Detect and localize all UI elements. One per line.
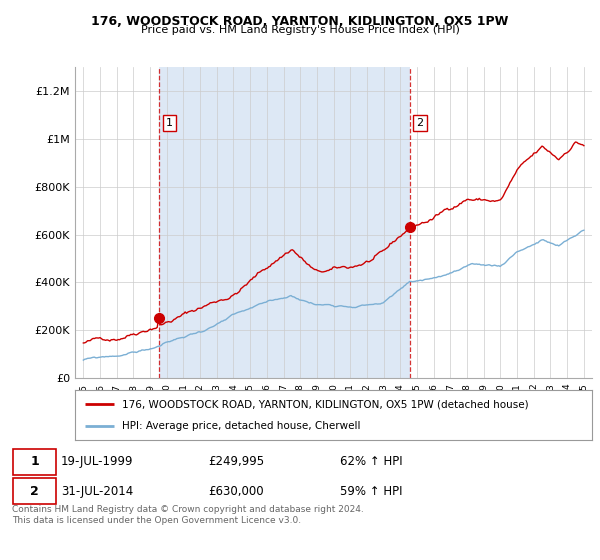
Text: £249,995: £249,995 bbox=[208, 455, 264, 468]
Text: 31-JUL-2014: 31-JUL-2014 bbox=[61, 484, 133, 498]
Text: 19-JUL-1999: 19-JUL-1999 bbox=[61, 455, 133, 468]
Text: 2: 2 bbox=[416, 118, 424, 128]
Text: HPI: Average price, detached house, Cherwell: HPI: Average price, detached house, Cher… bbox=[122, 421, 360, 431]
FancyBboxPatch shape bbox=[13, 449, 56, 475]
Bar bbox=[159, 67, 410, 378]
Text: 1: 1 bbox=[31, 455, 39, 468]
FancyBboxPatch shape bbox=[13, 478, 56, 504]
Text: Price paid vs. HM Land Registry's House Price Index (HPI): Price paid vs. HM Land Registry's House … bbox=[140, 25, 460, 35]
Text: Contains HM Land Registry data © Crown copyright and database right 2024.
This d: Contains HM Land Registry data © Crown c… bbox=[12, 505, 364, 525]
Text: 176, WOODSTOCK ROAD, YARNTON, KIDLINGTON, OX5 1PW: 176, WOODSTOCK ROAD, YARNTON, KIDLINGTON… bbox=[91, 15, 509, 27]
Text: £630,000: £630,000 bbox=[208, 484, 263, 498]
Text: 59% ↑ HPI: 59% ↑ HPI bbox=[340, 484, 403, 498]
Text: 2: 2 bbox=[31, 484, 39, 498]
Text: 62% ↑ HPI: 62% ↑ HPI bbox=[340, 455, 403, 468]
Text: 1: 1 bbox=[166, 118, 173, 128]
Text: 176, WOODSTOCK ROAD, YARNTON, KIDLINGTON, OX5 1PW (detached house): 176, WOODSTOCK ROAD, YARNTON, KIDLINGTON… bbox=[122, 399, 528, 409]
